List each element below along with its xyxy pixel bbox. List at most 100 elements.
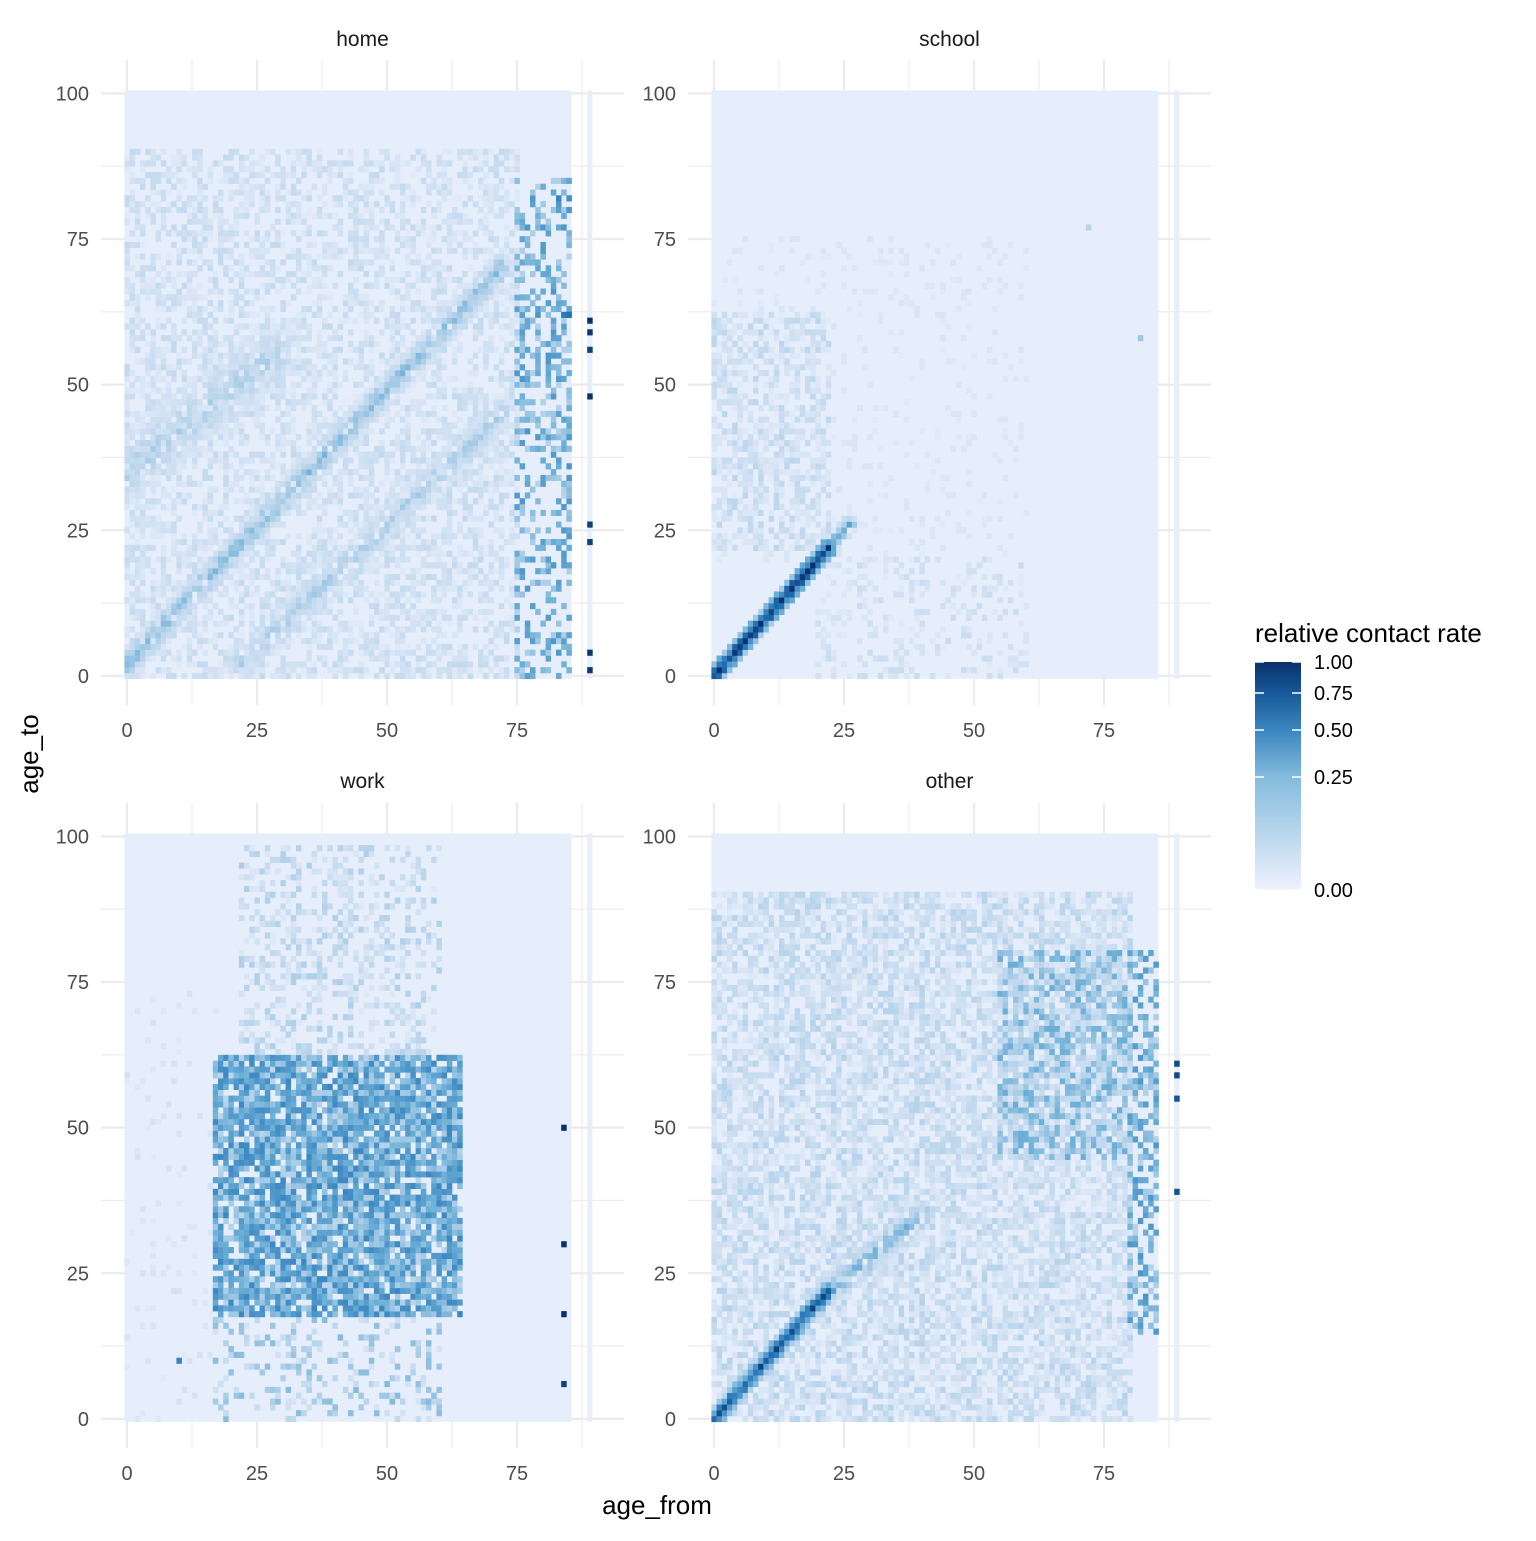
heatmap-cell [228, 644, 234, 650]
heatmap-cell [535, 498, 541, 504]
heatmap-cell [546, 300, 552, 306]
heatmap-cell [156, 463, 162, 469]
heatmap-cell [546, 411, 552, 417]
heatmap-cell [405, 504, 411, 510]
heatmap-cell [140, 230, 146, 236]
heatmap-cell [457, 277, 463, 283]
heatmap-cell [202, 650, 208, 656]
heatmap-cell [145, 504, 151, 510]
heatmap-cell [525, 370, 531, 376]
heatmap-cell [462, 463, 468, 469]
heatmap-cell [400, 388, 406, 394]
heatmap-cell [421, 306, 427, 312]
heatmap-cell [540, 510, 546, 516]
heatmap-cell [260, 673, 266, 679]
heatmap-cell [249, 347, 255, 353]
heatmap-cell [280, 638, 286, 644]
heatmap-cell [353, 516, 359, 522]
heatmap-cell [717, 376, 723, 382]
heatmap-cell [732, 504, 738, 510]
heatmap-cell [306, 492, 312, 498]
heatmap-cell [254, 574, 260, 580]
heatmap-cell [520, 376, 526, 382]
heatmap-cell [291, 481, 297, 487]
heatmap-cell [410, 353, 416, 359]
heatmap-cell [473, 277, 479, 283]
heatmap-cell [520, 399, 526, 405]
heatmap-cell [478, 446, 484, 452]
heatmap-cell [150, 388, 156, 394]
heatmap-cell [317, 644, 323, 650]
heatmap-cell [291, 388, 297, 394]
heatmap-cell [400, 545, 406, 551]
heatmap-cell [270, 516, 276, 522]
heatmap-cell [312, 603, 318, 609]
heatmap-cell [561, 207, 567, 213]
heatmap-cell [426, 539, 432, 545]
heatmap-cell [249, 603, 255, 609]
heatmap-cell [535, 265, 541, 271]
heatmap-cell [223, 562, 229, 568]
heatmap-cell [343, 358, 349, 364]
heatmap-cell [737, 428, 743, 434]
heatmap-cell [452, 661, 458, 667]
heatmap-cell [150, 289, 156, 295]
heatmap-cell [244, 323, 250, 329]
heatmap-cell [317, 440, 323, 446]
heatmap-cell [358, 213, 364, 219]
heatmap-cell [468, 289, 474, 295]
heatmap-cell [546, 597, 552, 603]
heatmap-cell [426, 644, 432, 650]
heatmap-cell [197, 294, 203, 300]
heatmap-cell [457, 457, 463, 463]
heatmap-cell [478, 533, 484, 539]
heatmap-cell [182, 376, 188, 382]
heatmap-cell [244, 603, 250, 609]
heatmap-cell [374, 615, 380, 621]
heatmap-cell [348, 405, 354, 411]
heatmap-cell [228, 393, 234, 399]
heatmap-cell [748, 452, 754, 458]
heatmap-cell [239, 405, 245, 411]
heatmap-cell [711, 393, 717, 399]
heatmap-cell [322, 597, 328, 603]
heatmap-cell [213, 329, 219, 335]
heatmap-cell [473, 411, 479, 417]
heatmap-cell [400, 335, 406, 341]
heatmap-cell [473, 556, 479, 562]
heatmap-cell [561, 632, 567, 638]
heatmap-cell [270, 586, 276, 592]
heatmap-cell [561, 492, 567, 498]
heatmap-cell [722, 667, 728, 673]
heatmap-cell [291, 184, 297, 190]
heatmap-cell [130, 388, 136, 394]
heatmap-cell [265, 457, 271, 463]
heatmap-cell [369, 399, 375, 405]
heatmap-cell [327, 353, 333, 359]
heatmap-cell [306, 283, 312, 289]
heatmap-cell [353, 603, 359, 609]
heatmap-cell [551, 609, 557, 615]
heatmap-cell [743, 504, 749, 510]
heatmap-cell [478, 475, 484, 481]
heatmap-cell [130, 155, 136, 161]
heatmap-cell [400, 306, 406, 312]
heatmap-cell [135, 632, 141, 638]
heatmap-cell [421, 428, 427, 434]
heatmap-cell [753, 289, 759, 295]
heatmap-cell [130, 597, 136, 603]
heatmap-cell [364, 551, 370, 557]
heatmap-cell [561, 428, 567, 434]
heatmap-cell [286, 667, 292, 673]
heatmap-cell [379, 300, 385, 306]
heatmap-cell [208, 580, 214, 586]
heatmap-cell [249, 364, 255, 370]
heatmap-cell [192, 446, 198, 452]
heatmap-cell [327, 166, 333, 172]
heatmap-cell [338, 382, 344, 388]
heatmap-cell [525, 318, 531, 324]
heatmap-cell [208, 556, 214, 562]
heatmap-cell [535, 580, 541, 586]
heatmap-cell [197, 522, 203, 528]
heatmap-cell [171, 522, 177, 528]
